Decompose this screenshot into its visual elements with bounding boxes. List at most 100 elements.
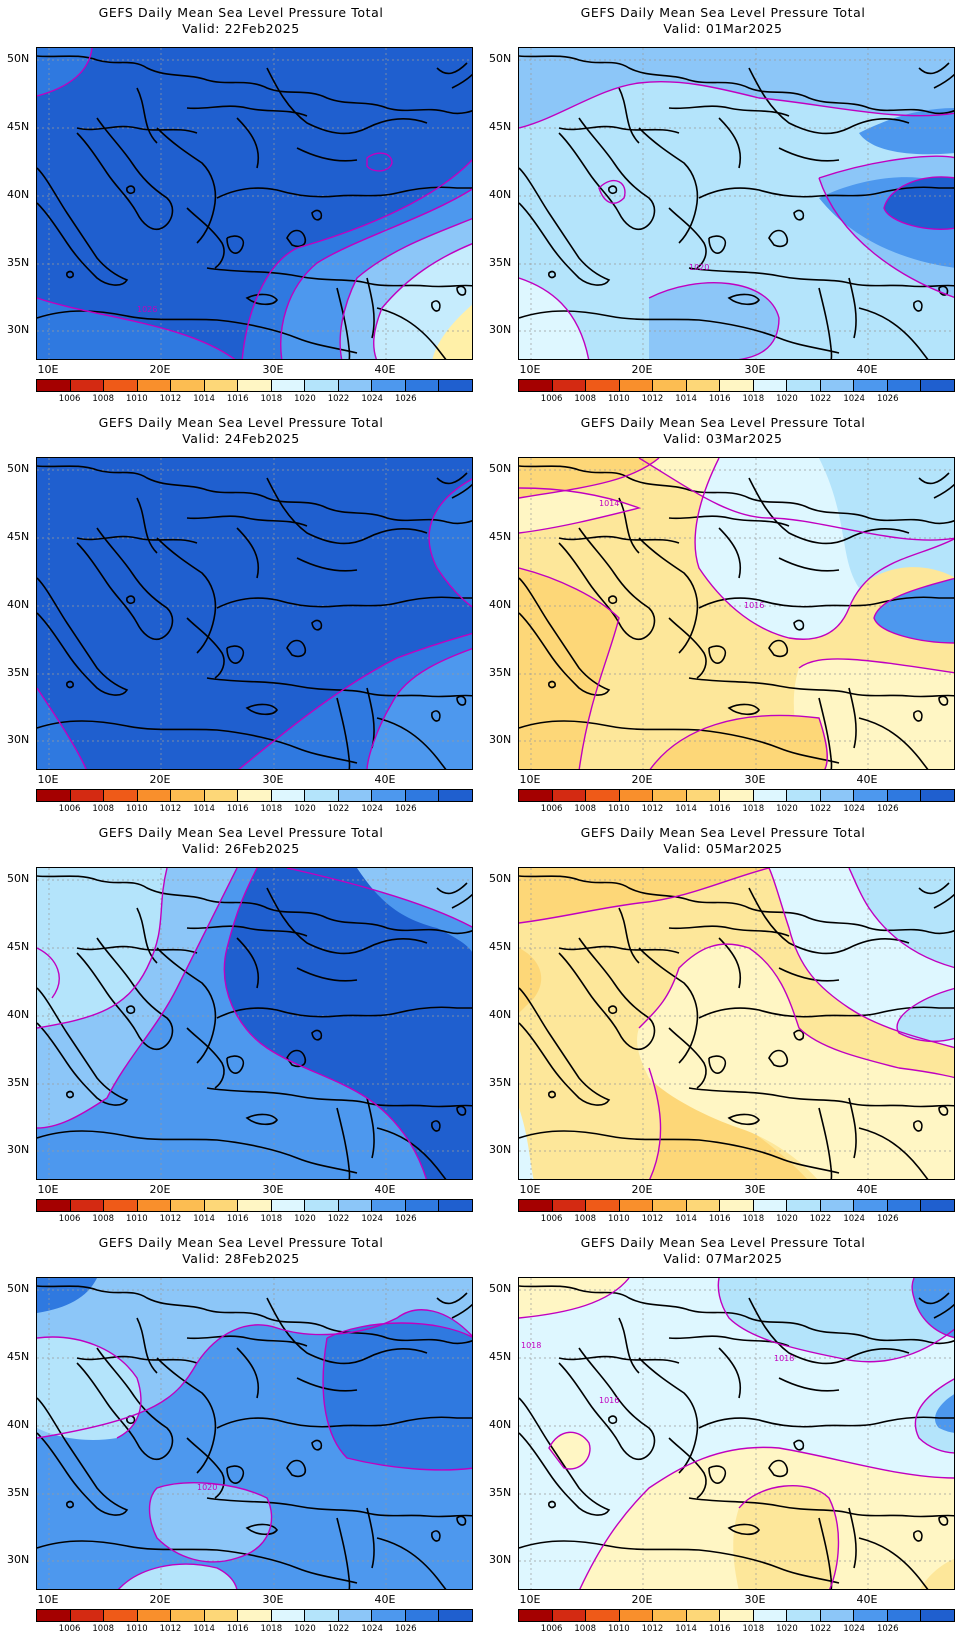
coastline — [37, 1285, 472, 1345]
colorbar-swatch — [372, 380, 406, 391]
coastline — [608, 1005, 618, 1015]
coastline — [558, 937, 656, 1051]
coastline — [156, 127, 217, 244]
colorbar-swatch — [787, 1610, 821, 1621]
coastline — [668, 105, 790, 117]
colorbar-swatch — [686, 1610, 721, 1621]
lat-label: 50N — [489, 1282, 512, 1295]
colorbar-swatch — [820, 790, 855, 801]
coastline — [818, 1097, 929, 1179]
coastline — [558, 1347, 656, 1461]
colorbar-label: 1008 — [92, 1624, 115, 1634]
coastline — [558, 527, 656, 641]
lon-label: 20E — [631, 1183, 653, 1196]
panel-title: GEFS Daily Mean Sea Level Pressure Total — [580, 825, 866, 840]
colorbar-label: 1018 — [742, 1624, 765, 1634]
lon-label: 30E — [744, 1183, 766, 1196]
coastline — [548, 1090, 556, 1099]
coastline — [286, 1439, 323, 1478]
lat-label: 35N — [7, 1486, 30, 1499]
isobar-label: 1018 — [774, 1354, 794, 1363]
coastline — [136, 87, 259, 169]
colorbar-label: 1014 — [675, 1214, 697, 1224]
map-panel: GEFS Daily Mean Sea Level Pressure Total… — [0, 1230, 482, 1640]
lon-label: 20E — [631, 773, 653, 786]
colorbar-label: 1026 — [394, 394, 417, 404]
lat-label: 50N — [489, 872, 512, 885]
isobar-contour — [37, 48, 93, 97]
colorbar-label: 1024 — [843, 1214, 865, 1224]
isobar-contour — [519, 567, 620, 769]
colorbar-label: 1022 — [809, 1214, 832, 1224]
panel-valid-date: Valid: 22Feb2025 — [182, 21, 300, 36]
lat-label: 40N — [489, 1008, 512, 1021]
lat-label: 40N — [7, 1008, 30, 1021]
colorbar-label: 1024 — [843, 1624, 865, 1634]
pressure-region — [224, 868, 472, 1179]
colorbar-swatch — [753, 380, 788, 391]
colorbar-label: 1020 — [776, 1214, 798, 1224]
pressure-region — [819, 458, 954, 588]
coastline — [698, 596, 954, 609]
colorbar-label: 1014 — [193, 394, 215, 404]
coastline — [206, 1497, 472, 1518]
colorbar-label: 1022 — [327, 804, 350, 814]
colorbar-label: 1016 — [226, 1214, 249, 1224]
coastline — [558, 535, 680, 544]
colorbar-label: 1010 — [608, 1214, 630, 1224]
pressure-region — [519, 278, 589, 359]
colorbar-swatch — [552, 1200, 587, 1211]
colorbar-label: 1008 — [574, 1214, 597, 1224]
colorbar-swatch — [271, 790, 306, 801]
colorbar-swatch — [439, 1200, 472, 1211]
coastline — [245, 703, 278, 716]
lon-label: 20E — [149, 773, 171, 786]
colorbar-label: 1018 — [260, 394, 283, 404]
colorbar-label: 1006 — [540, 1624, 563, 1634]
coastline — [638, 127, 699, 244]
coastline — [519, 1397, 611, 1516]
coastline — [76, 1347, 174, 1461]
isobar-contour — [818, 177, 954, 299]
isobar-contour — [638, 943, 954, 1079]
colorbar-label: 1012 — [159, 804, 182, 814]
coastline — [431, 1105, 467, 1132]
colorbar-label: 1020 — [776, 804, 798, 814]
colorbar-swatch — [405, 1200, 440, 1211]
colorbar-swatch — [338, 1610, 373, 1621]
isobar-contour — [648, 1067, 662, 1179]
colorbar-swatch — [753, 1610, 788, 1621]
colorbar-swatch — [552, 790, 587, 801]
coastline — [436, 1292, 472, 1319]
isobar-contour — [883, 176, 954, 230]
colorbar-swatch — [686, 1200, 721, 1211]
isobar-contour — [339, 218, 472, 359]
colorbar-swatch — [720, 1610, 754, 1621]
lat-label: 30N — [489, 1143, 512, 1156]
isobar-contour — [638, 458, 954, 541]
colorbar-swatch — [271, 380, 306, 391]
colorbar-swatch — [854, 380, 888, 391]
coastline — [136, 907, 259, 989]
isobar-contour — [37, 1309, 472, 1439]
colorbar-swatch — [171, 790, 205, 801]
coastline — [668, 925, 790, 937]
colorbar-swatch — [854, 1200, 888, 1211]
colorbar-swatch — [305, 790, 339, 801]
colorbar-label: 1026 — [876, 1214, 899, 1224]
coastline — [431, 285, 467, 312]
lat-label: 30N — [489, 733, 512, 746]
coastline — [748, 887, 910, 982]
colorbar-swatch — [104, 1610, 138, 1621]
colorbar-label: 1022 — [809, 1624, 832, 1634]
coastline — [688, 267, 954, 288]
coastline — [216, 1006, 472, 1019]
colorbar-swatch — [439, 790, 472, 801]
map-canvas: 1020 — [37, 1278, 472, 1589]
coastline — [918, 472, 954, 499]
lon-label: 40E — [856, 1593, 878, 1606]
pressure-region — [37, 1337, 237, 1589]
colorbar-label: 1008 — [574, 1624, 597, 1634]
colorbar-swatch — [204, 1200, 239, 1211]
coastline — [768, 1439, 805, 1478]
